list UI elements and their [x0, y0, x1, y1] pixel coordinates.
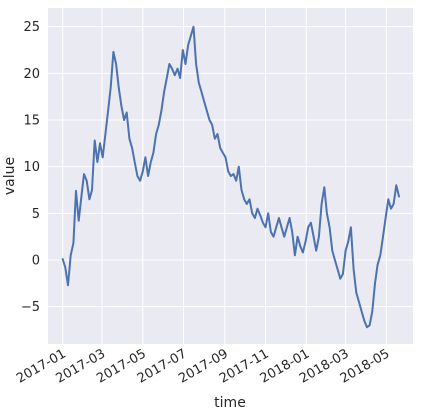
y-tick-label: 10: [23, 160, 40, 175]
y-axis-label: value: [2, 157, 18, 195]
series-line: [61, 25, 400, 329]
y-tick-label: 0: [32, 254, 40, 269]
y-tick-label: 20: [23, 67, 40, 82]
y-tick-label: 25: [23, 20, 40, 35]
x-axis-label: time: [214, 395, 246, 411]
y-tick-label: −5: [21, 300, 40, 315]
y-tick-label: 15: [23, 114, 40, 129]
y-axis-ticks: −5 0 5 10 15 20 25: [21, 20, 40, 315]
x-axis-ticks: 2017-012017-032017-052017-072017-092017-…: [14, 346, 392, 386]
y-tick-label: 5: [32, 207, 40, 222]
